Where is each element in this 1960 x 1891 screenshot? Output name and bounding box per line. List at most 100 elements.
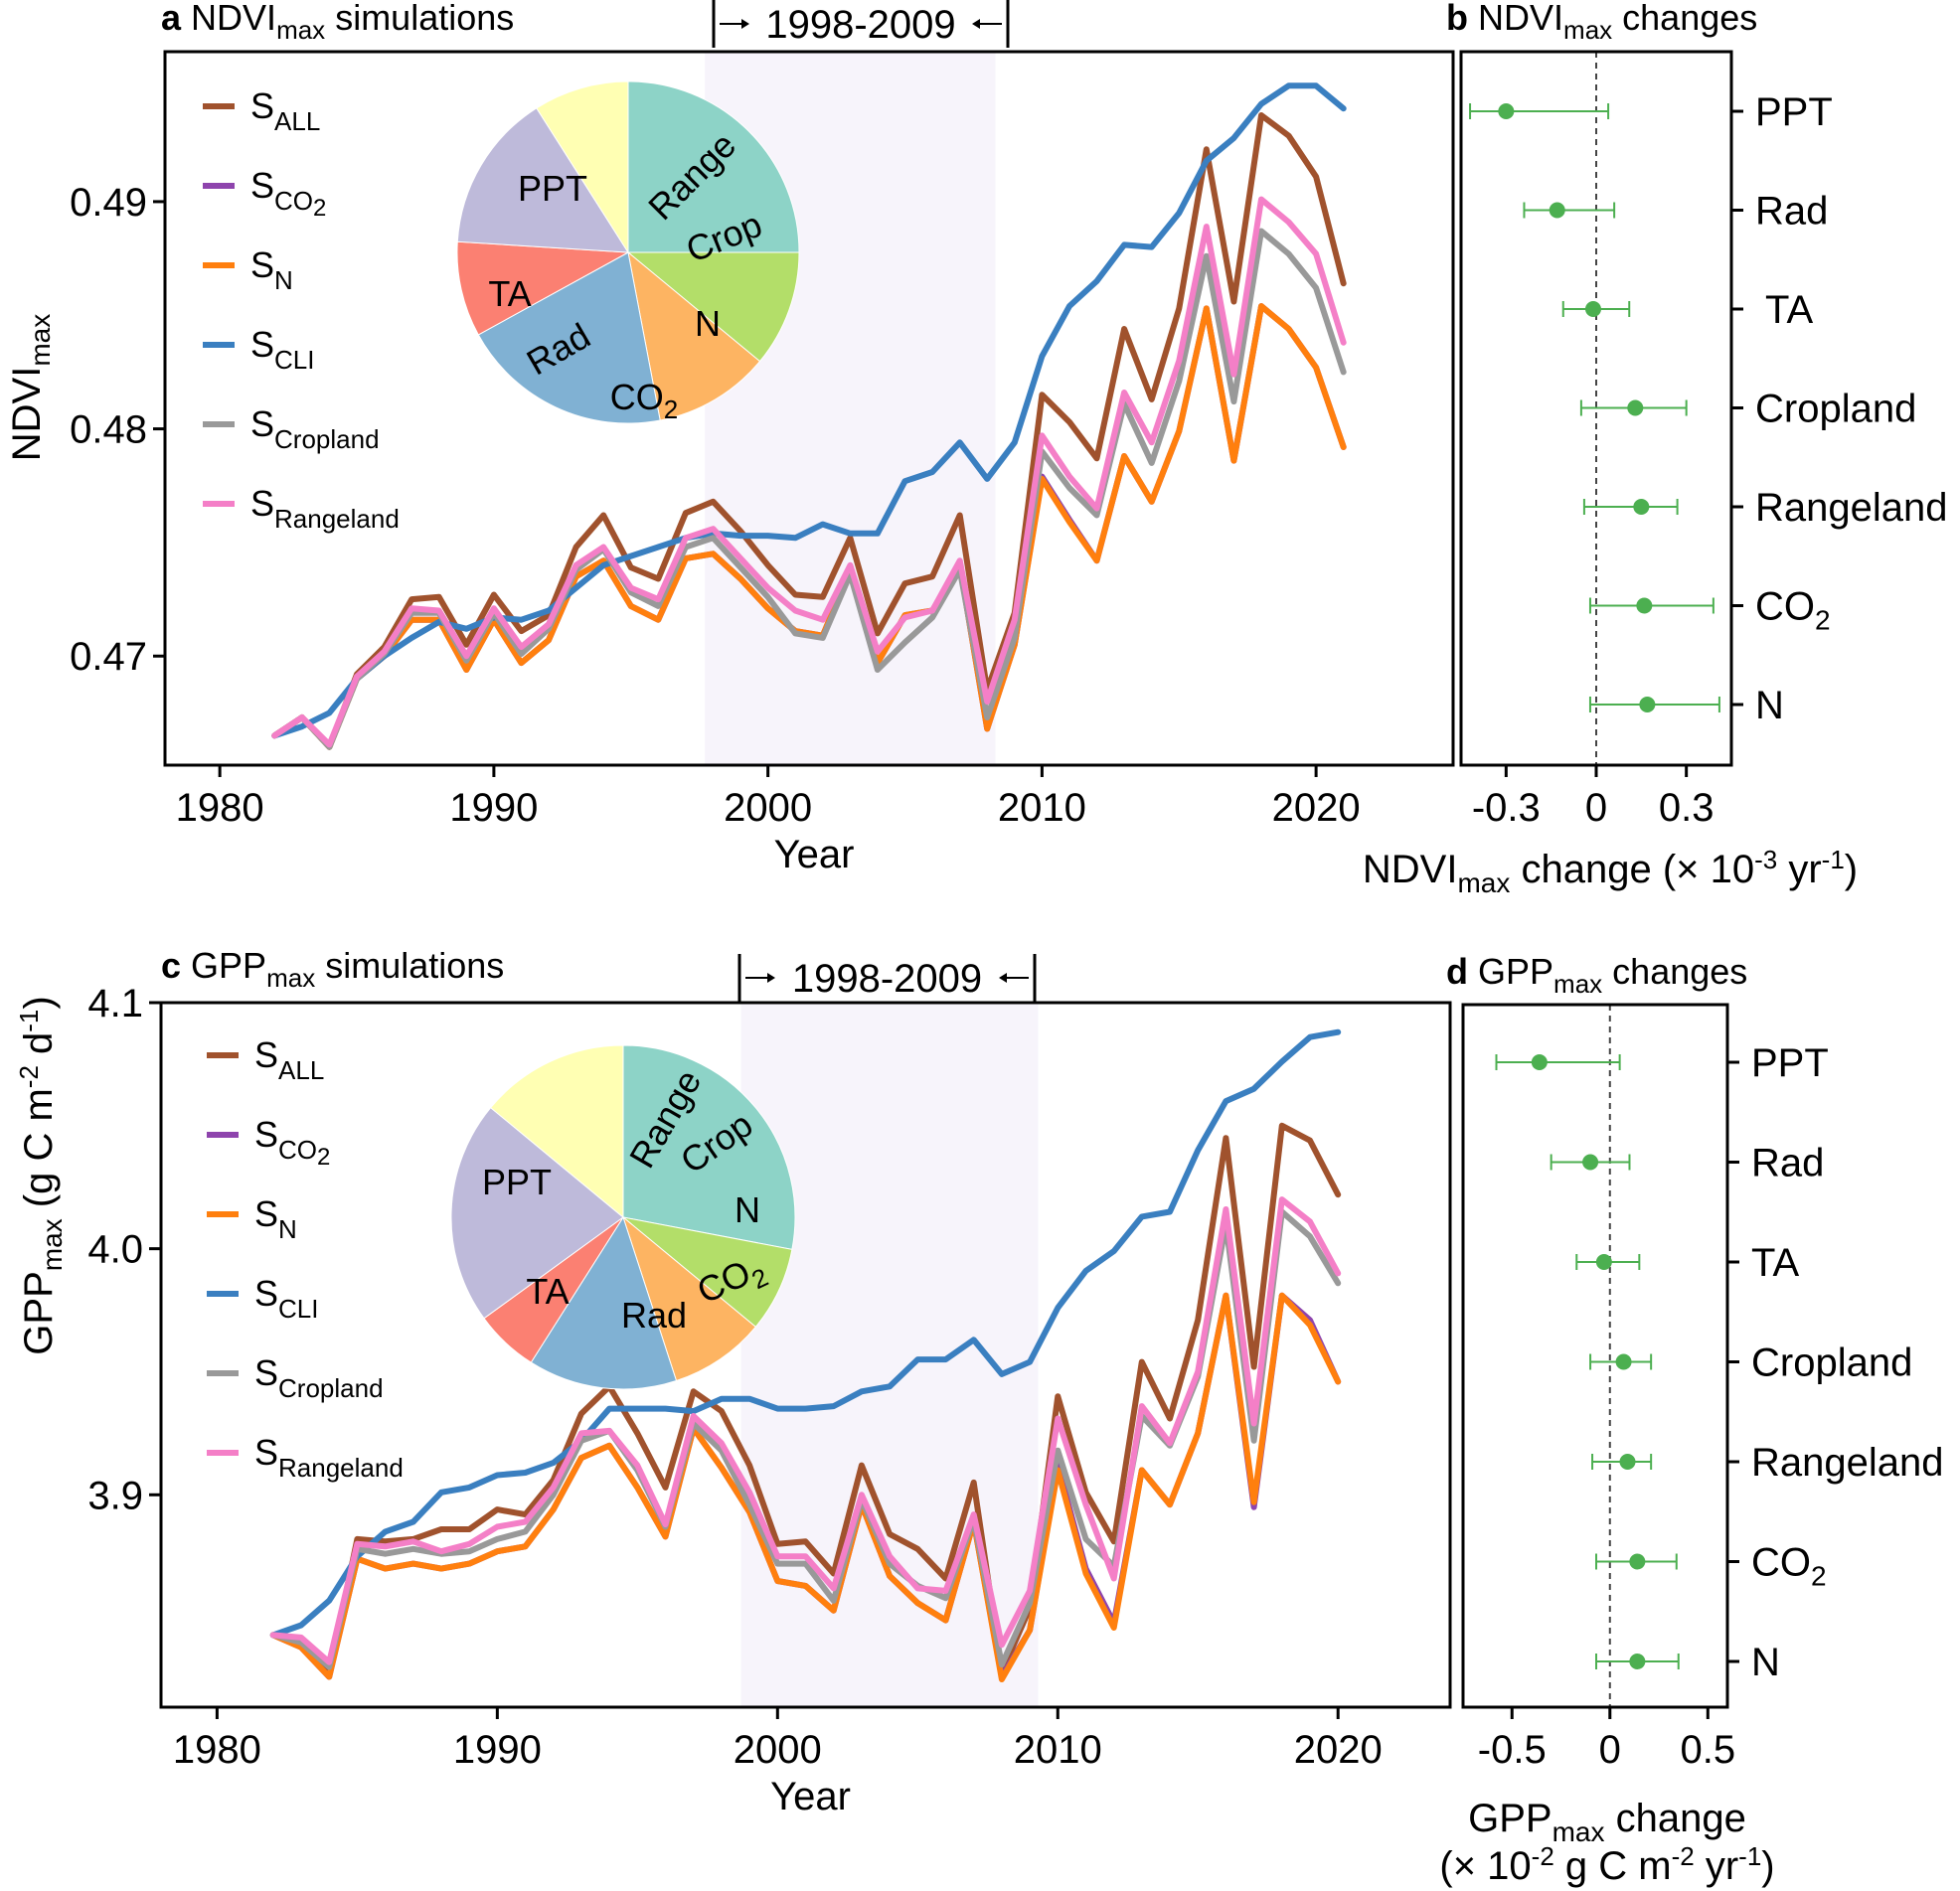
x-tick-label: 2010: [1014, 1728, 1102, 1772]
x-tick-label: -0.5: [1478, 1728, 1547, 1772]
x-axis-title-main: NDVI: [1363, 848, 1458, 891]
panel-title-sub: max: [276, 15, 325, 45]
data-point-ta: [1595, 1254, 1612, 1270]
legend-main: S: [254, 1114, 278, 1155]
legend-sub2: 2: [313, 195, 326, 222]
period-arrowhead-right: [972, 19, 980, 29]
pie-slice-co2: [456, 240, 630, 336]
panel-title-main: GPP: [1478, 951, 1553, 992]
pie-slice-n: [477, 251, 661, 424]
x-tick-label: 2020: [1272, 786, 1361, 830]
legend-label-cli: SCLI: [250, 324, 314, 375]
pie-slice-ppt: [622, 1044, 796, 1250]
panel-title: b NDVImax changes: [1446, 0, 1757, 45]
y-tick-label: 0.47: [70, 635, 147, 679]
data-point-rangeland: [1633, 499, 1650, 515]
category-label-text: N: [1755, 684, 1784, 727]
period-arrowhead-left: [767, 973, 775, 983]
panel-title: a NDVImax simulations: [161, 0, 514, 45]
pie-slice-crop: [621, 1215, 757, 1382]
x-axis-units-sup3: -1: [1738, 1841, 1761, 1871]
pie-slice-rad: [456, 107, 629, 253]
x-tick-label: 2000: [724, 786, 812, 830]
category-label-rangeland: Rangeland: [1755, 486, 1948, 530]
pie-slice-range: [626, 251, 800, 363]
category-label-text: Rad: [1751, 1142, 1824, 1185]
panel-title-main: NDVI: [1478, 0, 1563, 38]
y-axis-title: NDVImax: [5, 314, 56, 461]
category-label-text: TA: [1751, 1241, 1799, 1285]
x-axis-title-sub: max: [1457, 867, 1510, 898]
category-label-text: Rangeland: [1755, 486, 1948, 530]
legend-label-all: SALL: [254, 1034, 324, 1085]
plot-frame: [163, 50, 1455, 767]
period-arrowhead-right: [999, 973, 1007, 983]
x-axis-units-sup: -2: [1532, 1841, 1554, 1871]
legend-label-n: SN: [254, 1193, 297, 1244]
panel-d: -0.5 0 0.5 PPT Rad TA Cropland Rangeland CO2 Nd G…: [1439, 951, 1943, 1888]
pie-label-co-sub: 2: [664, 394, 678, 424]
panel-title-main: GPP: [191, 945, 266, 986]
x-tick-label: 1980: [173, 1728, 261, 1772]
x-axis-title-main: GPP: [1468, 1797, 1552, 1840]
legend-sub: Cropland: [278, 1373, 384, 1403]
legend-label-rangeland: SRangeland: [250, 483, 400, 534]
pie-label-ppt: PPT: [482, 1162, 552, 1202]
pie-label-co: CO: [610, 377, 664, 417]
legend-sub: CO: [274, 186, 313, 216]
series-line-rangeland: [271, 196, 1347, 748]
pie-slice-ppt: [627, 80, 800, 253]
legend-main: S: [250, 483, 274, 524]
pie-slice-ta: [536, 80, 629, 254]
y-tick-label: 0.49: [70, 181, 147, 225]
legend-label-all: SALL: [250, 85, 320, 136]
legend-label-cropland: SCropland: [254, 1352, 384, 1403]
category-label-ta: TA: [1751, 1241, 1799, 1285]
x-axis-title: Year: [774, 833, 855, 876]
x-tick-label: 0.5: [1680, 1728, 1735, 1772]
category-label-n: N: [1751, 1641, 1780, 1684]
period-label: 1998-2009: [792, 957, 982, 1001]
pie-label-n: N: [695, 303, 721, 344]
data-point-rangeland: [1619, 1454, 1636, 1470]
x-axis-units-c: yr: [1695, 1844, 1738, 1888]
category-label-rad: Rad: [1755, 190, 1828, 234]
panel-letter: b: [1446, 0, 1468, 38]
pie-label-rad: Rad: [621, 1295, 687, 1336]
x-axis-units-sup2: -1: [1822, 845, 1845, 874]
y-axis-title-units2: d: [17, 1032, 61, 1065]
x-axis-units-a: (× 10: [1439, 1844, 1531, 1888]
x-axis-title-rest: change (× 10: [1510, 848, 1754, 891]
pie-label-co2: CO2: [610, 377, 678, 424]
period-label: 1998-2009: [765, 3, 955, 47]
legend-sub: CLI: [278, 1294, 318, 1324]
legend-sub: N: [278, 1214, 297, 1244]
legend-label-cropland: SCropland: [250, 403, 380, 454]
category-label-ppt: PPT: [1751, 1041, 1829, 1085]
legend-sub: CLI: [274, 345, 314, 375]
category-label-cropland: Cropland: [1755, 388, 1916, 431]
y-axis-title-main: NDVI: [5, 367, 49, 462]
panel-title-rest: changes: [1612, 0, 1757, 38]
title-space: [1468, 0, 1478, 38]
legend-label-co2: SCO2: [254, 1114, 330, 1171]
legend-label-rangeland: SRangeland: [254, 1432, 404, 1483]
period-arrowhead-left: [741, 19, 749, 29]
x-axis-title: NDVImax change (× 10-3 yr-1): [1363, 845, 1858, 898]
panel-title-sub: max: [1553, 969, 1602, 999]
category-label-text: N: [1751, 1641, 1780, 1684]
category-label-text: CO: [1751, 1541, 1811, 1585]
y-tick-label: 4.1: [87, 982, 143, 1025]
x-axis-units-sup2: -2: [1672, 1841, 1695, 1871]
legend-main: S: [250, 165, 274, 206]
x-axis-title-line2: (× 10-2 g C m-2 yr-1): [1439, 1841, 1774, 1888]
y-axis-title-sup: -2: [14, 1065, 44, 1088]
legend-main: S: [250, 324, 274, 365]
x-axis-units-b: g C m: [1554, 1844, 1672, 1888]
category-label-co2: CO2: [1751, 1541, 1827, 1592]
series-line-cli: [271, 82, 1347, 739]
legend-sub: ALL: [274, 106, 320, 136]
category-label-co2: CO2: [1755, 585, 1831, 636]
y-tick-label: 0.48: [70, 408, 147, 452]
